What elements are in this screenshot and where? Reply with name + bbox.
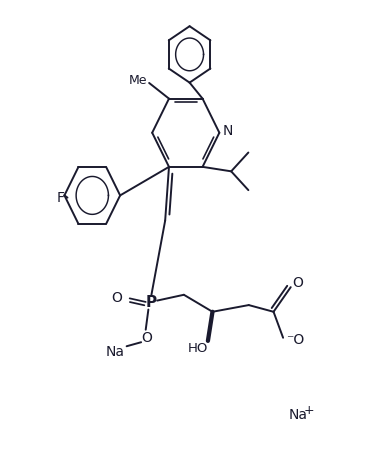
Text: P: P: [146, 295, 157, 310]
Text: O: O: [141, 331, 152, 345]
Text: F: F: [57, 191, 65, 205]
Text: O: O: [112, 291, 123, 305]
Text: +: +: [304, 404, 314, 417]
Text: O: O: [292, 276, 303, 290]
Text: Me: Me: [129, 74, 148, 87]
Text: Na: Na: [106, 345, 125, 359]
Text: HO: HO: [188, 343, 209, 356]
Text: ⁻O: ⁻O: [286, 333, 304, 347]
Text: N: N: [223, 123, 233, 137]
Text: Na: Na: [289, 408, 308, 422]
